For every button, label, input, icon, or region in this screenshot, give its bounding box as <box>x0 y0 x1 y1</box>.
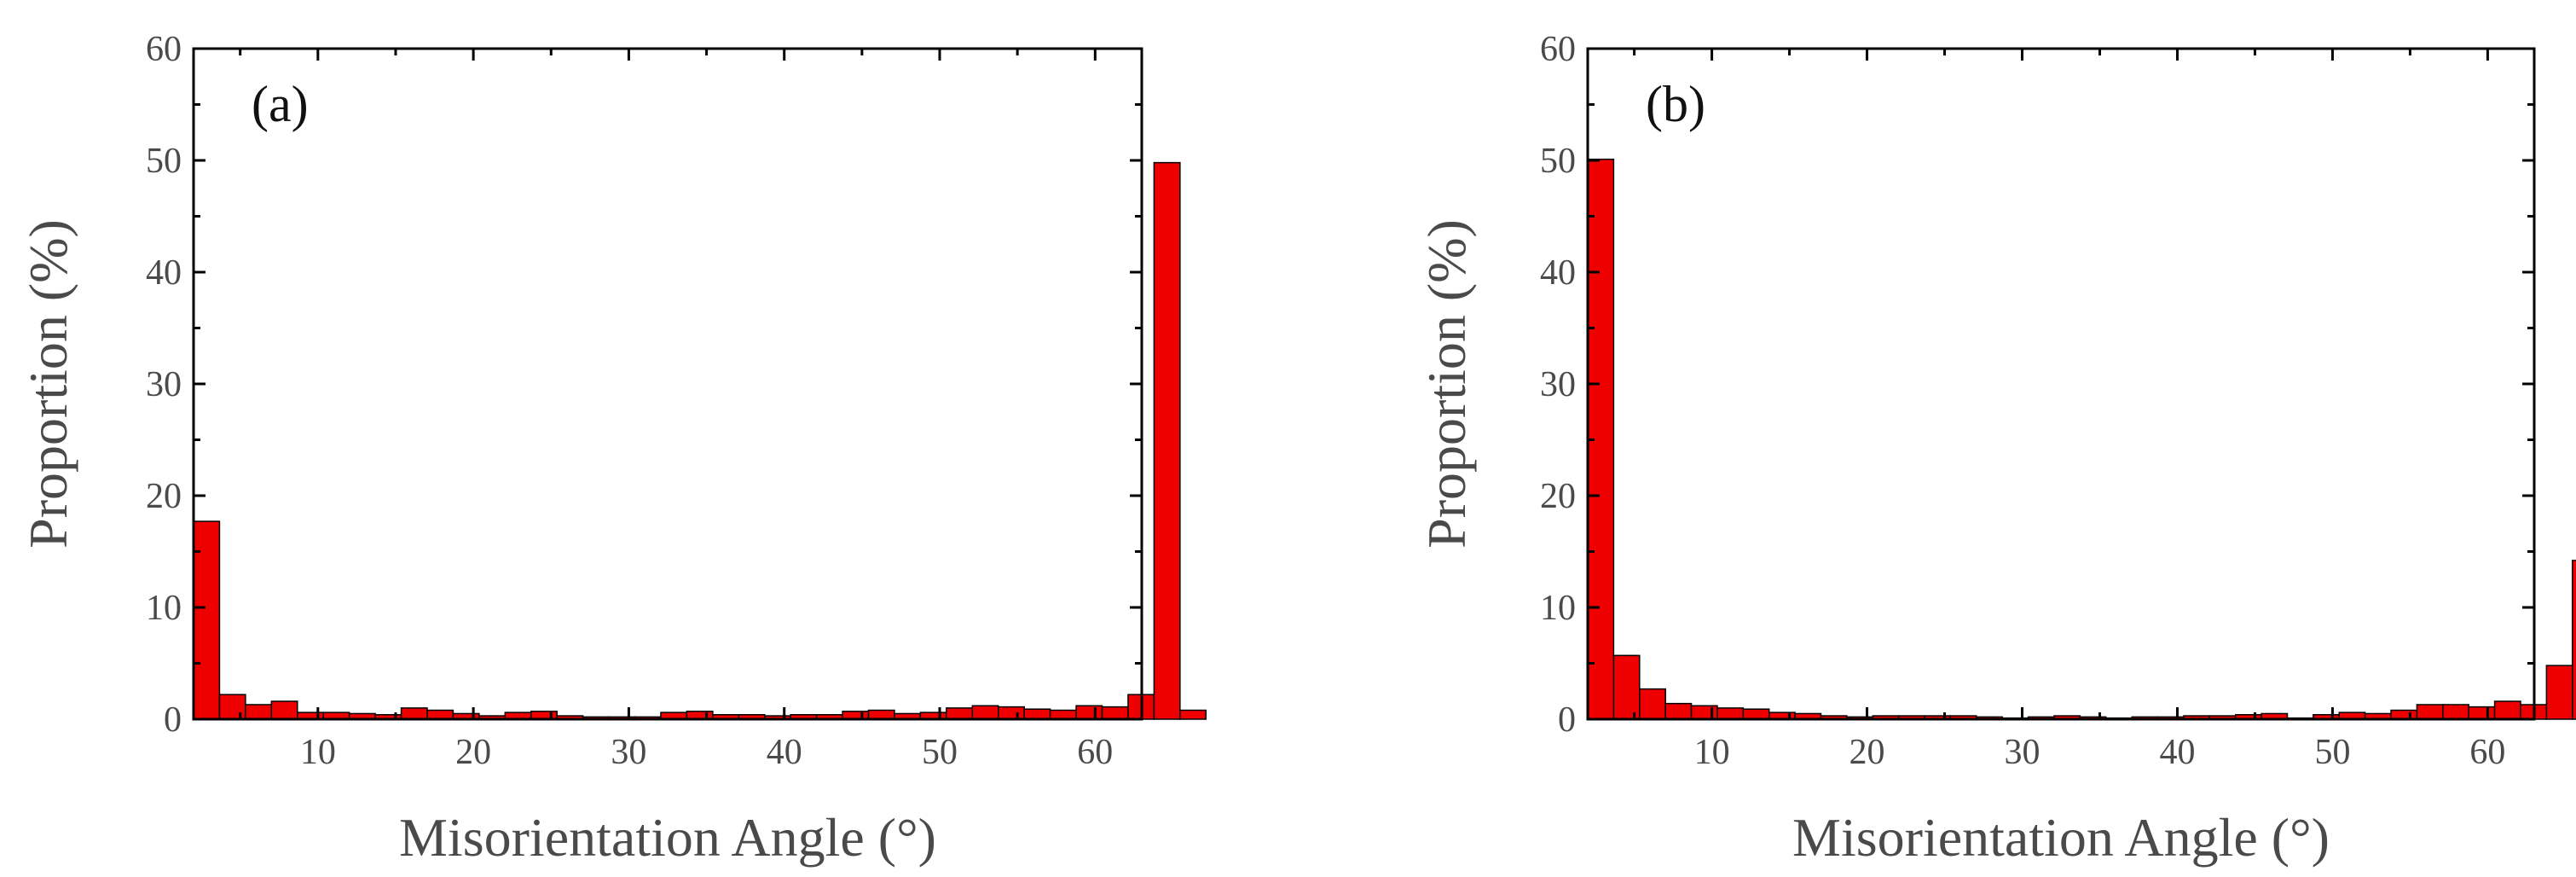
histogram-bar <box>218 694 246 720</box>
x-tick-label: 30 <box>2005 733 2041 772</box>
chart-panel-a: 0 10 20 30 40 50 60 10 20 30 40 50 60 (a) Misorientati… <box>0 0 1236 877</box>
histogram-bar <box>1742 708 1770 720</box>
y-tick-label: 50 <box>1540 142 1576 181</box>
x-tick-label: 20 <box>1850 733 1885 772</box>
y-tick-label: 20 <box>146 477 182 516</box>
x-tick-label: 50 <box>922 733 958 772</box>
x-tick-label: 20 <box>455 733 491 772</box>
x-tick-label: 10 <box>300 733 336 772</box>
x-axis-title: Misorientation Angle (°) <box>1792 807 2330 868</box>
chart-panel-b: 0 10 20 30 40 50 60 10 20 30 40 50 60 (b) Misorientati… <box>1398 0 2576 877</box>
histogram-bar <box>1049 709 1077 720</box>
histogram-bar <box>270 700 298 720</box>
x-tick-label: 10 <box>1694 733 1730 772</box>
y-axis-title: Proportion (%) <box>1416 219 1477 549</box>
y-tick-label: 10 <box>146 589 182 628</box>
histogram-bar <box>400 707 428 720</box>
panel-label: (a) <box>252 76 309 132</box>
histogram-bar <box>1023 708 1051 720</box>
plot-frame <box>192 47 1143 721</box>
histogram-bar <box>2416 704 2444 720</box>
histogram-bar <box>2545 665 2573 720</box>
plot-frame <box>1586 47 2536 721</box>
y-axis-title: Proportion (%) <box>18 219 78 549</box>
histogram-bar <box>1639 688 1666 720</box>
x-tick-label: 60 <box>1077 733 1113 772</box>
x-tick-label: 30 <box>611 733 646 772</box>
histogram-bar <box>946 707 974 720</box>
histogram-bar <box>1664 702 1693 720</box>
histogram-bar <box>1612 654 1641 720</box>
y-tick-label: 0 <box>164 700 182 740</box>
y-tick-label: 0 <box>1558 700 1576 740</box>
y-tick-label: 20 <box>1540 477 1576 516</box>
x-tick-label: 40 <box>2159 733 2195 772</box>
histogram-bar <box>971 705 999 720</box>
histogram-bar <box>2468 706 2496 720</box>
histogram-bar <box>1716 707 1745 720</box>
histogram-chart-b: 0 10 20 30 40 50 60 10 20 30 40 50 60 (b) Misorientati… <box>1416 30 2576 868</box>
histogram-chart-a: 0 10 20 30 40 50 60 10 20 30 40 50 60 (a) Misorientati… <box>18 30 1207 868</box>
y-tick-label: 10 <box>1540 589 1576 628</box>
histogram-bar <box>2390 709 2418 720</box>
x-tick-label: 60 <box>2469 733 2505 772</box>
x-tick-label: 50 <box>2314 733 2350 772</box>
y-tick-label: 40 <box>1540 253 1576 293</box>
histogram-bar <box>1153 161 1181 720</box>
histogram-bar <box>867 709 895 720</box>
histogram-bar <box>1075 705 1103 720</box>
histogram-bar <box>426 709 454 720</box>
histogram-bar <box>1101 706 1129 720</box>
histogram-bar <box>2442 704 2469 720</box>
histogram-bar <box>1179 709 1207 720</box>
x-axis-title: Misorientation Angle (°) <box>399 807 936 868</box>
y-tick-label: 50 <box>146 142 182 181</box>
histogram-bar <box>245 704 273 720</box>
y-tick-label: 40 <box>146 253 182 293</box>
y-tick-label: 30 <box>146 365 182 404</box>
histogram-bar <box>997 706 1025 720</box>
x-tick-label: 40 <box>767 733 802 772</box>
y-tick-label: 60 <box>1540 30 1576 69</box>
y-tick-label: 30 <box>1540 365 1576 404</box>
panel-label: (b) <box>1646 76 1705 132</box>
histogram-bar <box>1690 705 1718 720</box>
histogram-bar <box>2493 700 2521 720</box>
y-tick-label: 60 <box>146 30 182 69</box>
histogram-bar <box>2572 560 2576 720</box>
